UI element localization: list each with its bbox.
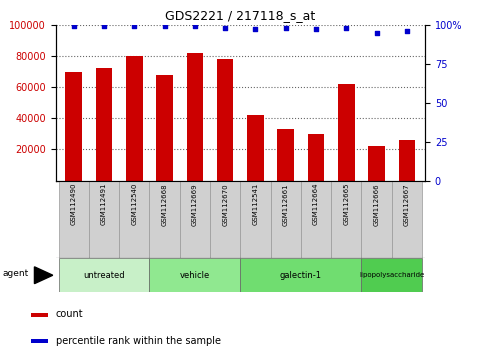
Text: galectin-1: galectin-1	[280, 271, 322, 280]
Bar	[398, 140, 415, 181]
Text: GSM112670: GSM112670	[222, 183, 228, 225]
Bar	[89, 181, 119, 258]
Text: percentile rank within the sample: percentile rank within the sample	[56, 336, 221, 346]
Bar	[65, 72, 82, 181]
Bar	[338, 84, 355, 181]
Point	[252, 27, 259, 32]
Bar	[308, 134, 325, 181]
Bar	[58, 258, 149, 292]
Point	[70, 23, 78, 29]
Point	[130, 23, 138, 29]
Point	[161, 23, 169, 29]
Point	[191, 23, 199, 29]
Text: GSM112669: GSM112669	[192, 183, 198, 225]
Bar	[331, 181, 361, 258]
Text: GSM112491: GSM112491	[101, 183, 107, 225]
Polygon shape	[34, 267, 53, 284]
Bar	[126, 56, 142, 181]
Point	[100, 23, 108, 29]
Bar	[270, 181, 301, 258]
Bar	[31, 313, 48, 317]
Bar	[392, 181, 422, 258]
Text: GSM112665: GSM112665	[343, 183, 349, 225]
Point	[342, 25, 350, 31]
Text: GSM112668: GSM112668	[162, 183, 168, 225]
Bar	[186, 53, 203, 181]
Bar	[58, 181, 89, 258]
Text: GSM112664: GSM112664	[313, 183, 319, 225]
Text: GSM112666: GSM112666	[373, 183, 380, 225]
Point	[373, 30, 381, 35]
Point	[312, 27, 320, 32]
Bar	[31, 339, 48, 343]
Bar	[241, 181, 270, 258]
Text: GSM112541: GSM112541	[253, 183, 258, 225]
Text: agent: agent	[3, 269, 29, 278]
Point	[403, 28, 411, 34]
Bar	[210, 181, 241, 258]
Text: untreated: untreated	[83, 271, 125, 280]
Bar	[217, 59, 233, 181]
Text: count: count	[56, 309, 83, 319]
Bar	[156, 75, 173, 181]
Bar	[368, 146, 385, 181]
Text: GSM112667: GSM112667	[404, 183, 410, 225]
Bar	[247, 115, 264, 181]
Bar	[149, 258, 241, 292]
Bar	[180, 181, 210, 258]
Bar	[361, 181, 392, 258]
Bar	[277, 129, 294, 181]
Text: GSM112661: GSM112661	[283, 183, 289, 225]
Bar	[96, 68, 113, 181]
Text: GSM112490: GSM112490	[71, 183, 77, 225]
Text: GSM112540: GSM112540	[131, 183, 137, 225]
Title: GDS2221 / 217118_s_at: GDS2221 / 217118_s_at	[165, 9, 315, 22]
Bar	[301, 181, 331, 258]
Bar	[361, 258, 422, 292]
Point	[282, 25, 290, 31]
Bar	[149, 181, 180, 258]
Text: lipopolysaccharide: lipopolysaccharide	[359, 272, 425, 278]
Bar	[119, 181, 149, 258]
Text: vehicle: vehicle	[180, 271, 210, 280]
Bar	[241, 258, 361, 292]
Point	[221, 25, 229, 31]
